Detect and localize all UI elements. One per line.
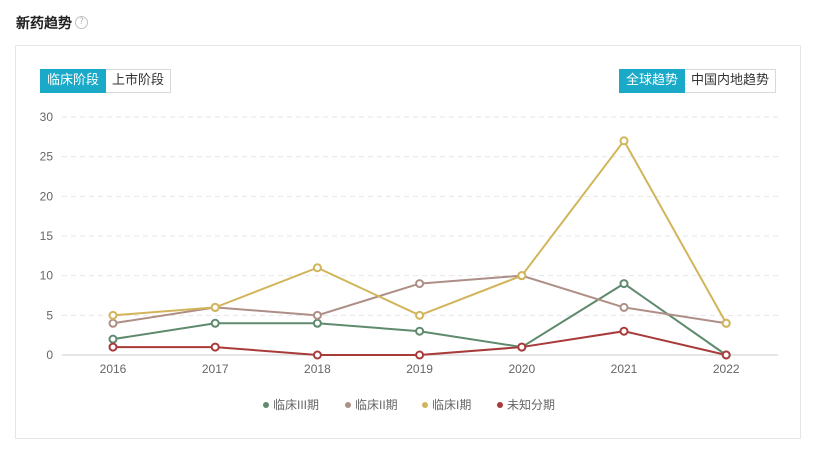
data-point: [415, 279, 425, 289]
legend-label: 临床II期: [355, 398, 398, 412]
y-tick-label: 10: [40, 269, 54, 283]
data-point: [517, 271, 527, 281]
y-tick-label: 15: [40, 229, 54, 243]
tab-global-trend[interactable]: 全球趋势: [618, 69, 685, 93]
x-tick-label: 2020: [508, 362, 535, 376]
stage-toggle: 临床阶段 上市阶段: [40, 69, 172, 93]
data-point: [721, 318, 731, 328]
help-icon[interactable]: ?: [75, 16, 88, 29]
x-tick-label: 2021: [611, 362, 638, 376]
legend-marker: [263, 402, 269, 408]
data-point: [517, 342, 527, 352]
data-point: [108, 334, 118, 344]
region-toggle: 全球趋势 中国内地趋势: [618, 69, 776, 93]
data-point: [312, 263, 322, 273]
chart-card: 临床阶段 上市阶段 全球趋势 中国内地趋势: [15, 45, 801, 439]
data-point: [619, 136, 629, 146]
legend-label: 未知分期: [507, 398, 555, 412]
data-point: [619, 326, 629, 336]
data-point: [619, 279, 629, 289]
y-tick-label: 25: [40, 150, 54, 164]
data-point: [415, 350, 425, 360]
x-tick-label: 2018: [304, 362, 331, 376]
legend-label: 临床III期: [273, 398, 319, 412]
data-point: [312, 318, 322, 328]
y-tick-label: 5: [46, 308, 53, 322]
tab-china-trend[interactable]: 中国内地趋势: [684, 69, 776, 93]
data-point: [415, 310, 425, 320]
data-point: [108, 318, 118, 328]
legend-marker: [345, 402, 351, 408]
x-tick-label: 2016: [100, 362, 127, 376]
x-tick-label: 2017: [202, 362, 229, 376]
legend-marker: [497, 402, 503, 408]
data-point: [415, 326, 425, 336]
data-point: [108, 310, 118, 320]
x-tick-label: 2022: [713, 362, 740, 376]
legend-label: 临床I期: [432, 398, 471, 412]
x-tick-label: 2019: [406, 362, 433, 376]
data-point: [108, 342, 118, 352]
series-line: [112, 138, 728, 324]
data-point: [210, 302, 220, 312]
tab-market-stage[interactable]: 上市阶段: [106, 69, 172, 93]
tab-clinical-stage[interactable]: 临床阶段: [40, 69, 107, 93]
data-point: [210, 342, 220, 352]
y-tick-label: 0: [46, 348, 53, 362]
y-tick-label: 30: [40, 110, 54, 124]
y-tick-label: 20: [40, 189, 54, 203]
legend-marker: [422, 402, 428, 408]
data-point: [721, 350, 731, 360]
page-title: 新药趋势: [16, 16, 72, 32]
data-point: [210, 318, 220, 328]
data-point: [619, 302, 629, 312]
data-point: [312, 350, 322, 360]
data-point: [312, 310, 322, 320]
